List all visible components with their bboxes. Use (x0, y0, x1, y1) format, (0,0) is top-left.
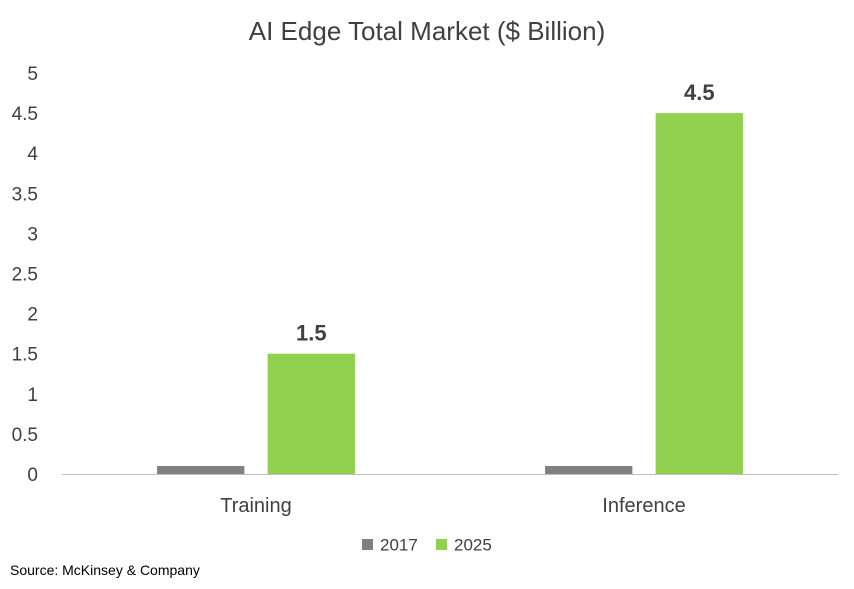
data-label: 1.5 (296, 321, 327, 346)
y-tick-label: 3 (27, 224, 38, 245)
y-axis-ticks: 0 0.5 1 1.5 2 2.5 3 3.5 4 4.5 5 (12, 64, 39, 486)
bar-2025-training (267, 353, 355, 474)
legend: 2017 2025 (362, 536, 492, 555)
data-labels: 1.5 4.5 (296, 80, 715, 346)
bar-2017-inference (545, 465, 633, 474)
bar-2025-inference (655, 113, 743, 474)
legend-swatch-2017 (362, 539, 373, 550)
y-tick-label: 1.5 (12, 345, 38, 366)
y-tick-label: 1 (27, 385, 38, 406)
bars (157, 113, 743, 474)
category-label: Training (220, 495, 292, 517)
y-tick-label: 3.5 (12, 184, 38, 205)
y-tick-label: 5 (27, 64, 38, 85)
y-tick-label: 4.5 (12, 104, 38, 125)
legend-swatch-2025 (436, 539, 447, 550)
bar-2017-training (157, 465, 245, 474)
y-tick-label: 4 (27, 144, 38, 165)
source-note: Source: McKinsey & Company (10, 562, 200, 578)
legend-label: 2017 (380, 536, 418, 555)
y-tick-label: 2.5 (12, 265, 38, 286)
chart-title: AI Edge Total Market ($ Billion) (249, 16, 605, 46)
data-label: 4.5 (684, 80, 715, 105)
legend-label: 2025 (454, 536, 492, 555)
y-tick-label: 2 (27, 305, 38, 326)
y-tick-label: 0.5 (12, 425, 38, 446)
y-tick-label: 0 (27, 465, 38, 486)
category-labels: Training Inference (220, 495, 685, 517)
category-label: Inference (602, 495, 685, 517)
